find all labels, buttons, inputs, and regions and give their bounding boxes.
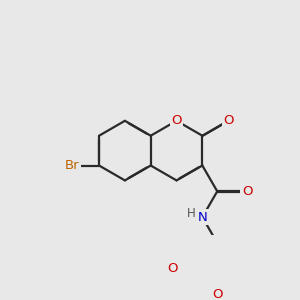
Text: Br: Br [65, 159, 80, 172]
Text: O: O [167, 262, 178, 275]
Text: O: O [212, 288, 223, 300]
Text: H: H [187, 207, 196, 220]
Text: O: O [171, 114, 182, 127]
Text: O: O [223, 114, 233, 127]
Text: N: N [197, 211, 207, 224]
Text: O: O [242, 185, 252, 198]
